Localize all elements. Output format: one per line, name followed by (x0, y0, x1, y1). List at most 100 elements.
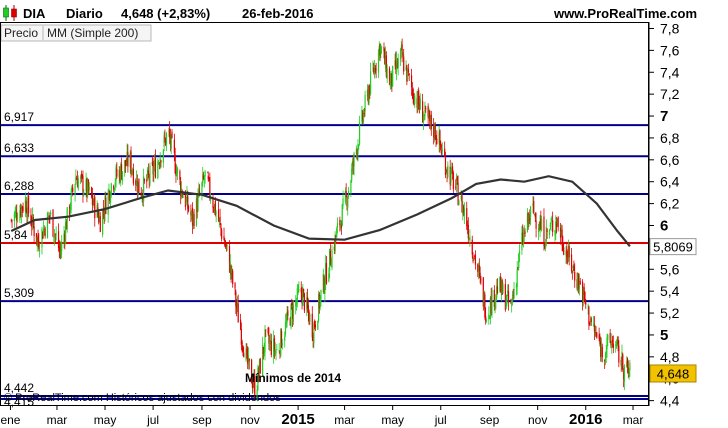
candle-body (129, 153, 131, 168)
candle-body (620, 359, 622, 366)
candle-body (361, 109, 363, 122)
candle-body (182, 196, 184, 199)
candle-body (320, 290, 322, 299)
candle-body (596, 332, 598, 338)
candle-body (479, 272, 481, 277)
candle-body (232, 270, 234, 284)
y-axis-ticks: 4,44,64,855,25,45,65,866,26,46,66,877,27… (649, 20, 680, 409)
candle-body (401, 44, 403, 58)
candle-body (477, 264, 479, 272)
candle-body (611, 341, 613, 348)
candle-body (469, 236, 471, 241)
candle-body (193, 214, 195, 226)
candle-body (394, 60, 396, 67)
candle-body (329, 251, 332, 265)
candle-body (367, 89, 369, 102)
candle-body (390, 70, 392, 83)
candle-body (444, 148, 446, 157)
candle-body (202, 174, 204, 183)
candle-body (151, 162, 153, 165)
candle-body (120, 164, 123, 180)
candle-body (269, 339, 272, 345)
candle-body (445, 171, 447, 172)
candle-body (561, 229, 563, 246)
site-label: www.ProRealTime.com (553, 6, 697, 21)
candle-body (335, 235, 337, 238)
candle-body (358, 145, 360, 147)
candle-body (352, 161, 354, 166)
candle-body (231, 269, 233, 273)
candle-body (323, 275, 325, 293)
candle-body (340, 224, 343, 228)
candle-body (615, 341, 618, 348)
candle-body (363, 112, 365, 115)
price-tab[interactable]: Precio (4, 26, 38, 40)
candle-body (377, 50, 380, 73)
candle-body (609, 332, 611, 343)
candle-body (163, 135, 165, 147)
candle-body (76, 178, 79, 188)
candle-body (213, 209, 215, 211)
candle-body (455, 178, 458, 185)
candle-body (258, 359, 261, 374)
candle-body (213, 204, 216, 214)
candle-body (279, 351, 281, 355)
candle-body (225, 244, 227, 247)
candle-body (358, 122, 361, 144)
candle-body (235, 291, 237, 307)
candle-body (309, 314, 311, 323)
candle-body (585, 302, 587, 305)
moving-average-tab[interactable]: MM (Simple 200) (47, 26, 138, 40)
y-tick-label: 4,8 (660, 349, 680, 365)
candle-body (500, 279, 503, 296)
candle-body (513, 288, 515, 298)
candle-body (589, 321, 592, 323)
candle-body (290, 304, 292, 328)
candle-body (118, 169, 120, 178)
candle-body (147, 170, 149, 175)
candle-body (93, 196, 95, 206)
candle-body (143, 179, 146, 181)
candle-body (302, 290, 304, 306)
candle-body (400, 45, 402, 47)
candle-body (295, 301, 297, 307)
candle-body (137, 181, 139, 196)
candle-body (516, 269, 518, 288)
candle-body (185, 198, 187, 205)
candle-body (466, 227, 469, 229)
candle-body (80, 173, 82, 175)
candle-body (566, 248, 568, 258)
candle-body (41, 228, 43, 248)
candle-body (324, 285, 326, 294)
candle-body (419, 98, 421, 110)
candle-body (424, 105, 426, 117)
candle-body (600, 341, 602, 357)
candle-body (622, 354, 624, 370)
x-tick-label: mar (334, 413, 355, 427)
candle-body (76, 179, 78, 180)
candle-body (186, 193, 188, 202)
indicator-bar[interactable]: Precio MM (Simple 200) (0, 24, 152, 42)
candle-body (136, 180, 138, 193)
candle-body (135, 180, 137, 185)
y-tick-label: 5,4 (660, 283, 680, 299)
copyright-text: © ProRealTime.com Históricos ajustados c… (4, 392, 281, 404)
candle-body (206, 172, 209, 174)
candle-body (438, 132, 440, 144)
candle-body (221, 229, 223, 239)
candle-body (303, 288, 305, 292)
candle-body (165, 138, 167, 146)
candle-body (165, 133, 168, 145)
candle-body (77, 178, 79, 189)
candle-body (75, 177, 77, 184)
candle-body (559, 227, 562, 238)
candle-body (389, 80, 391, 87)
candle-body (60, 250, 62, 255)
x-tick-label: may (94, 413, 117, 427)
candle-body (517, 267, 519, 269)
candle-body (496, 285, 498, 298)
candlestick-icon (3, 5, 17, 21)
candle-body (622, 371, 625, 380)
candle-body (407, 69, 410, 73)
candle-body (44, 228, 46, 236)
